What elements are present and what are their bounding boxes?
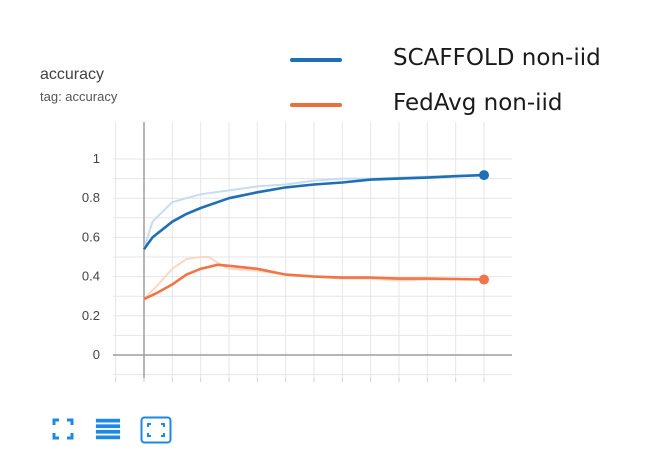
series-end-point-scaffold: [479, 170, 489, 181]
legend-label-scaffold: SCAFFOLD non-iid: [393, 45, 601, 71]
card-subtitle: tag: accuracy: [40, 89, 118, 104]
y-tick-label: 0.2: [82, 308, 100, 323]
y-tick-label: 0.4: [82, 269, 100, 284]
series-line-scaffold: [142, 173, 485, 250]
y-tick-label: 1: [93, 151, 100, 166]
series-raw-line-fedavg: [143, 256, 484, 300]
fit-domain-icon[interactable]: [140, 416, 172, 444]
legend-line-scaffold: [290, 58, 342, 62]
data-table-icon[interactable]: [95, 416, 121, 442]
y-tick-label: 0.6: [82, 229, 100, 244]
y-tick-label: 0: [93, 347, 100, 362]
card-title: accuracy: [40, 66, 105, 83]
y-tick-label: 0.8: [82, 190, 100, 205]
legend-label-fedavg: FedAvg non-iid: [393, 90, 563, 116]
fullscreen-icon[interactable]: [50, 416, 76, 442]
legend-line-fedavg: [290, 103, 342, 107]
series-line-fedavg: [143, 263, 485, 301]
series-end-point-fedavg: [479, 274, 489, 285]
